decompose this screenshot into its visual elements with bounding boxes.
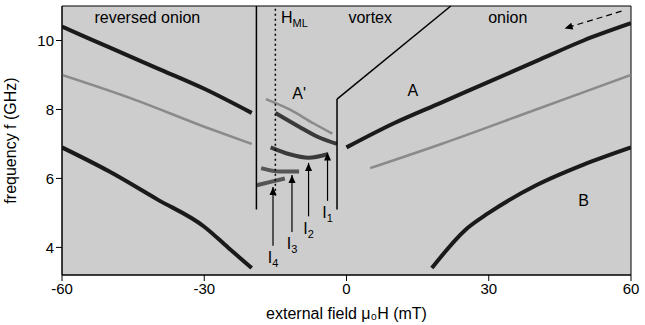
svg-text:60: 60 (623, 280, 640, 297)
svg-text:vortex: vortex (348, 9, 392, 26)
svg-text:A: A (408, 82, 419, 99)
svg-text:8: 8 (46, 101, 54, 118)
svg-text:B: B (578, 192, 589, 209)
svg-text:I1: I1 (322, 204, 333, 224)
svg-text:frequency f (GHz): frequency f (GHz) (2, 77, 19, 203)
svg-text:onion: onion (488, 9, 527, 26)
svg-text:-60: -60 (51, 280, 73, 297)
svg-text:reversed onion: reversed onion (94, 9, 200, 26)
svg-text:HML: HML (281, 9, 308, 29)
svg-text:I2: I2 (303, 220, 314, 240)
svg-text:I4: I4 (268, 249, 279, 269)
svg-text:A': A' (292, 85, 306, 102)
svg-text:-30: -30 (193, 280, 215, 297)
svg-text:10: 10 (37, 32, 54, 49)
svg-text:external field μ₀H (mT): external field μ₀H (mT) (266, 305, 427, 322)
svg-text:0: 0 (342, 280, 350, 297)
svg-text:30: 30 (480, 280, 497, 297)
svg-text:6: 6 (46, 170, 54, 187)
svg-text:I3: I3 (287, 235, 298, 255)
svg-text:4: 4 (46, 239, 54, 256)
